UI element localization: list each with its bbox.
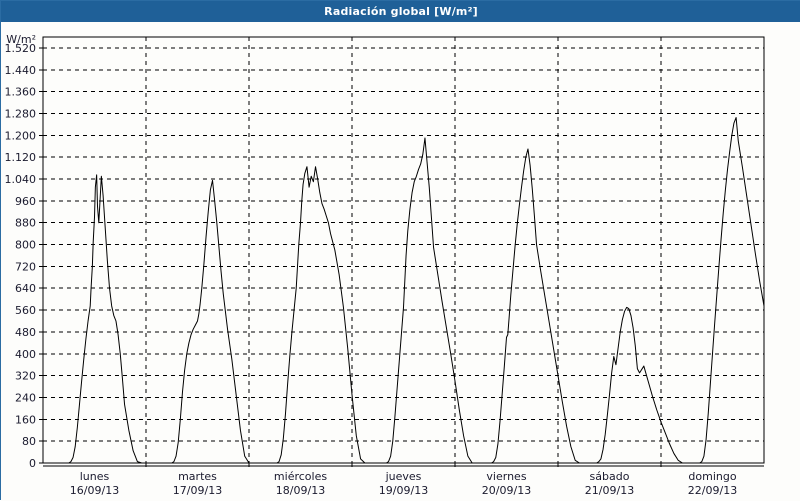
y-tick-label: 640 bbox=[15, 282, 36, 295]
radiation-data-line bbox=[43, 117, 765, 464]
x-tick-date-label: 17/09/13 bbox=[173, 484, 222, 497]
y-tick-label: 1.040 bbox=[5, 173, 37, 186]
y-tick-label: 800 bbox=[15, 239, 36, 252]
y-tick-label: 720 bbox=[15, 260, 36, 273]
y-tick-label: 160 bbox=[15, 413, 36, 426]
y-axis-tick-labels: 0 80 160 240 320 400 480 560 640 720 800 880 960 1.04… bbox=[5, 42, 37, 470]
y-tick-label: 1.120 bbox=[5, 151, 37, 164]
x-tick-date-label: 22/09/13 bbox=[688, 484, 737, 497]
x-tick-day-label: sábado bbox=[590, 470, 630, 483]
x-tick-date-label: 19/09/13 bbox=[379, 484, 428, 497]
x-tick-date-label: 18/09/13 bbox=[276, 484, 325, 497]
window-title-bar: Radiación global [W/m²] bbox=[1, 1, 800, 22]
x-tick-day-label: viernes bbox=[486, 470, 526, 483]
x-tick-day-label: lunes bbox=[80, 470, 110, 483]
y-tick-label: 960 bbox=[15, 195, 36, 208]
y-tick-label: 240 bbox=[15, 391, 36, 404]
axis-frame bbox=[39, 36, 765, 467]
y-tick-label: 1.200 bbox=[5, 129, 37, 142]
y-tick-label: 1.280 bbox=[5, 107, 37, 120]
y-tick-label: 400 bbox=[15, 348, 36, 361]
y-tick-label: 320 bbox=[15, 370, 36, 383]
y-tick-label: 1.360 bbox=[5, 86, 37, 99]
x-tick-day-label: jueves bbox=[385, 470, 422, 483]
radiation-line-chart: 0 80 160 240 320 400 480 560 640 720 800 880 960 1.04… bbox=[5, 33, 765, 497]
x-tick-date-label: 20/09/13 bbox=[482, 484, 531, 497]
x-tick-day-label: domingo bbox=[688, 470, 736, 483]
y-tick-label: 480 bbox=[15, 326, 36, 339]
x-tick-day-label: martes bbox=[178, 470, 217, 483]
chart-plot-area: 0 80 160 240 320 400 480 560 640 720 800 880 960 1.04… bbox=[1, 22, 800, 501]
y-axis-unit-label: W/m² bbox=[6, 33, 36, 46]
x-tick-date-label: 21/09/13 bbox=[585, 484, 634, 497]
y-tick-label: 80 bbox=[22, 435, 36, 448]
y-tick-label: 0 bbox=[29, 457, 36, 470]
x-tick-date-label: 16/09/13 bbox=[70, 484, 119, 497]
grid-lines bbox=[43, 37, 764, 463]
y-tick-label: 560 bbox=[15, 304, 36, 317]
x-tick-day-label: miércoles bbox=[274, 470, 327, 483]
page-title: Radiación global [W/m²] bbox=[324, 5, 478, 18]
y-tick-label: 1.520 bbox=[5, 42, 37, 55]
y-tick-label: 880 bbox=[15, 217, 36, 230]
y-tick-label: 1.440 bbox=[5, 64, 37, 77]
